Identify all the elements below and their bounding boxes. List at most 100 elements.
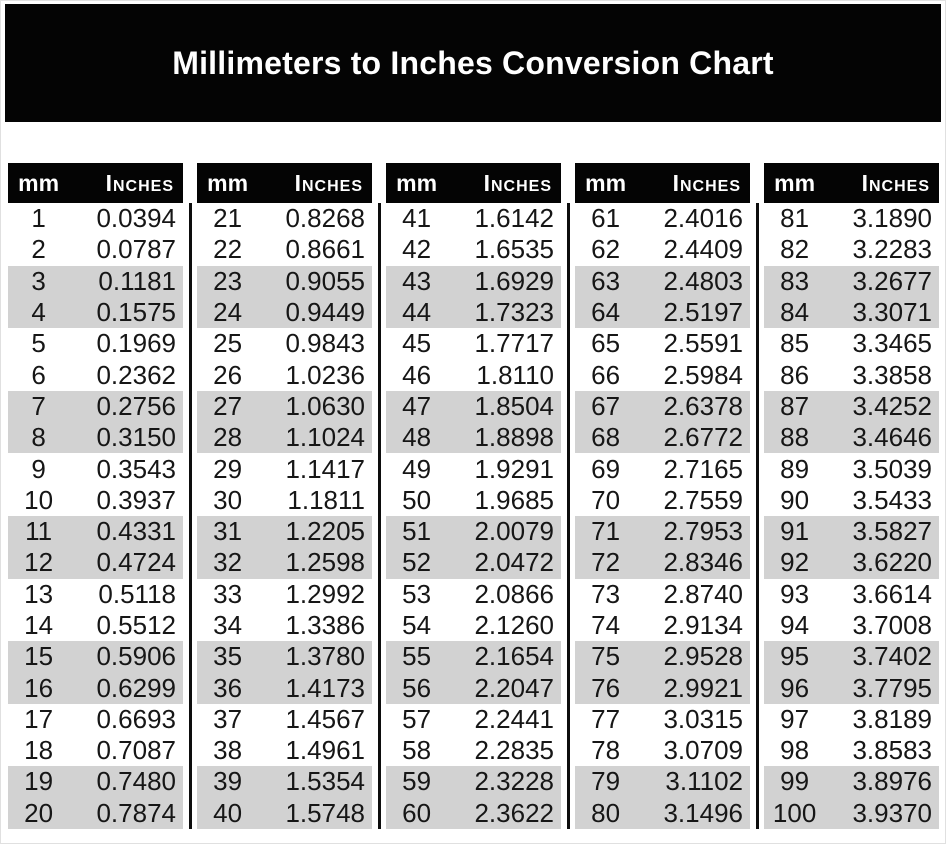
inches-value: 2.4803 bbox=[663, 265, 743, 296]
table-row: 5 0.1969 bbox=[8, 328, 183, 359]
table-row: 47 1.8504 bbox=[386, 390, 561, 423]
table-row: 48 1.8898 bbox=[386, 422, 561, 454]
table-row: 46 1.8110 bbox=[386, 359, 561, 390]
inches-value: 3.8583 bbox=[852, 735, 932, 766]
table-row: 93 3.6614 bbox=[764, 579, 939, 610]
inches-value: 0.4331 bbox=[96, 516, 176, 547]
inches-value: 1.5748 bbox=[285, 797, 365, 828]
page-title: Millimeters to Inches Conversion Chart bbox=[172, 44, 774, 81]
table-row: 36 1.4173 bbox=[197, 672, 372, 704]
table-row: 19 0.7480 bbox=[8, 766, 183, 798]
inches-value: 3.5827 bbox=[852, 516, 932, 547]
inches-value: 1.0236 bbox=[285, 359, 365, 390]
mm-value: 79 bbox=[591, 766, 621, 797]
mm-value: 49 bbox=[402, 453, 432, 484]
table-row: 63 2.4803 bbox=[575, 265, 750, 297]
inches-value: 2.1260 bbox=[474, 610, 554, 640]
table-row: 62 2.4409 bbox=[575, 234, 750, 265]
table-row: 85 3.3465 bbox=[764, 328, 939, 359]
mm-value: 51 bbox=[402, 516, 432, 547]
inches-value: 0.5512 bbox=[96, 610, 176, 640]
table-row: 54 2.1260 bbox=[386, 610, 561, 641]
mm-value: 62 bbox=[591, 234, 621, 265]
mm-value: 88 bbox=[780, 422, 810, 453]
mm-value: 38 bbox=[213, 735, 243, 766]
column-header-mm: mm bbox=[207, 169, 249, 196]
table-row: 18 0.7087 bbox=[8, 735, 183, 766]
mm-value: 59 bbox=[402, 766, 432, 797]
mm-value: 66 bbox=[591, 359, 621, 390]
inches-value: 3.0709 bbox=[663, 735, 743, 766]
inches-value: 2.2047 bbox=[474, 672, 554, 703]
mm-value: 52 bbox=[402, 547, 432, 578]
table-row: 92 3.6220 bbox=[764, 547, 939, 579]
inches-value: 2.3228 bbox=[474, 766, 554, 797]
inches-value: 3.8189 bbox=[852, 703, 932, 734]
mm-value: 70 bbox=[591, 484, 621, 515]
inches-value: 0.7087 bbox=[96, 735, 176, 766]
inches-value: 0.1969 bbox=[96, 328, 176, 359]
table-row: 10 0.3937 bbox=[8, 485, 183, 516]
table-row: 90 3.5433 bbox=[764, 485, 939, 516]
inches-value: 0.1181 bbox=[98, 265, 176, 296]
table-row: 12 0.4724 bbox=[8, 547, 183, 579]
inches-value: 0.7874 bbox=[96, 797, 176, 828]
mm-value: 89 bbox=[780, 453, 810, 484]
mm-value: 67 bbox=[591, 390, 621, 421]
table-row: 26 1.0236 bbox=[197, 359, 372, 390]
mm-value: 93 bbox=[780, 578, 810, 609]
inches-value: 2.9134 bbox=[663, 610, 743, 640]
inches-value: 1.2205 bbox=[285, 516, 365, 547]
mm-value: 5 bbox=[31, 328, 46, 359]
mm-value: 27 bbox=[213, 390, 243, 421]
inches-value: 2.0866 bbox=[474, 578, 554, 609]
inches-value: 0.0787 bbox=[96, 234, 176, 265]
mm-value: 16 bbox=[24, 672, 54, 703]
table-gap bbox=[372, 163, 386, 829]
mm-value: 18 bbox=[24, 735, 54, 766]
mm-value: 35 bbox=[213, 641, 243, 672]
table-separator-line bbox=[377, 203, 381, 829]
mm-value: 30 bbox=[213, 484, 243, 515]
mm-value: 72 bbox=[591, 547, 621, 578]
mm-value: 39 bbox=[213, 766, 243, 797]
mm-value: 64 bbox=[591, 297, 621, 328]
inches-value: 2.4016 bbox=[663, 203, 743, 234]
inches-value: 0.4724 bbox=[96, 547, 176, 578]
mm-value: 8 bbox=[31, 422, 46, 453]
conversion-table-21-40: mm Inches 21 0.8268 22 0.8661 23 0.9055 24 0.9449… bbox=[197, 163, 372, 829]
mm-value: 29 bbox=[213, 453, 243, 484]
mm-value: 92 bbox=[780, 547, 810, 578]
table-row: 7 0.2756 bbox=[8, 390, 183, 423]
inches-value: 1.2992 bbox=[285, 578, 365, 609]
inches-value: 3.3071 bbox=[852, 297, 932, 328]
table-row: 31 1.2205 bbox=[197, 515, 372, 548]
inches-value: 0.3937 bbox=[96, 484, 176, 515]
mm-value: 96 bbox=[780, 672, 810, 703]
column-header-mm: mm bbox=[18, 169, 60, 196]
column-header-mm: mm bbox=[774, 169, 816, 196]
inches-value: 1.3780 bbox=[285, 641, 365, 672]
inches-value: 3.4646 bbox=[852, 422, 932, 453]
table-row: 79 3.1102 bbox=[575, 766, 750, 798]
table-row: 77 3.0315 bbox=[575, 704, 750, 735]
mm-value: 87 bbox=[780, 390, 810, 421]
table-row: 95 3.7402 bbox=[764, 641, 939, 673]
inches-value: 1.1811 bbox=[287, 484, 365, 515]
inches-value: 1.0630 bbox=[285, 390, 365, 421]
inches-value: 2.8346 bbox=[663, 547, 743, 578]
table-row: 65 2.5591 bbox=[575, 328, 750, 359]
inches-value: 2.0079 bbox=[474, 516, 554, 547]
inches-value: 1.3386 bbox=[285, 610, 365, 640]
mm-value: 14 bbox=[24, 610, 54, 640]
inches-value: 3.0315 bbox=[663, 703, 743, 734]
inches-value: 2.2835 bbox=[474, 735, 554, 766]
table-row: 83 3.2677 bbox=[764, 265, 939, 297]
mm-value: 41 bbox=[402, 203, 432, 234]
table-gap bbox=[750, 163, 764, 829]
table-row: 76 2.9921 bbox=[575, 672, 750, 704]
title-banner: Millimeters to Inches Conversion Chart bbox=[5, 4, 941, 122]
inches-value: 3.9370 bbox=[852, 797, 932, 828]
table-row: 43 1.6929 bbox=[386, 265, 561, 297]
inches-value: 1.5354 bbox=[285, 766, 365, 797]
